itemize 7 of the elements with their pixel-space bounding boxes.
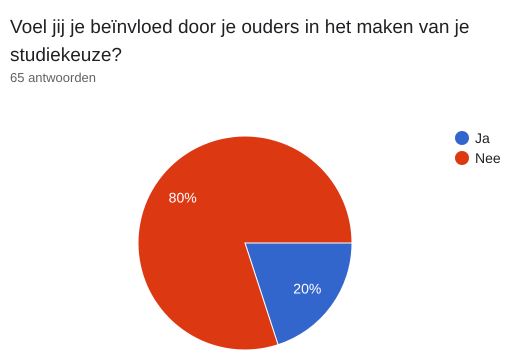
legend-label: Ja <box>475 130 490 146</box>
chart-subtitle: 65 antwoorden <box>10 70 96 85</box>
data-label: 20% <box>293 280 322 296</box>
data-label: 80% <box>168 190 197 206</box>
pie-slice <box>138 136 352 350</box>
legend-label: Nee <box>475 150 501 166</box>
chart-title: Voel jij je beïnvloed door je ouders in het maken van je studiekeuze? <box>10 16 470 68</box>
